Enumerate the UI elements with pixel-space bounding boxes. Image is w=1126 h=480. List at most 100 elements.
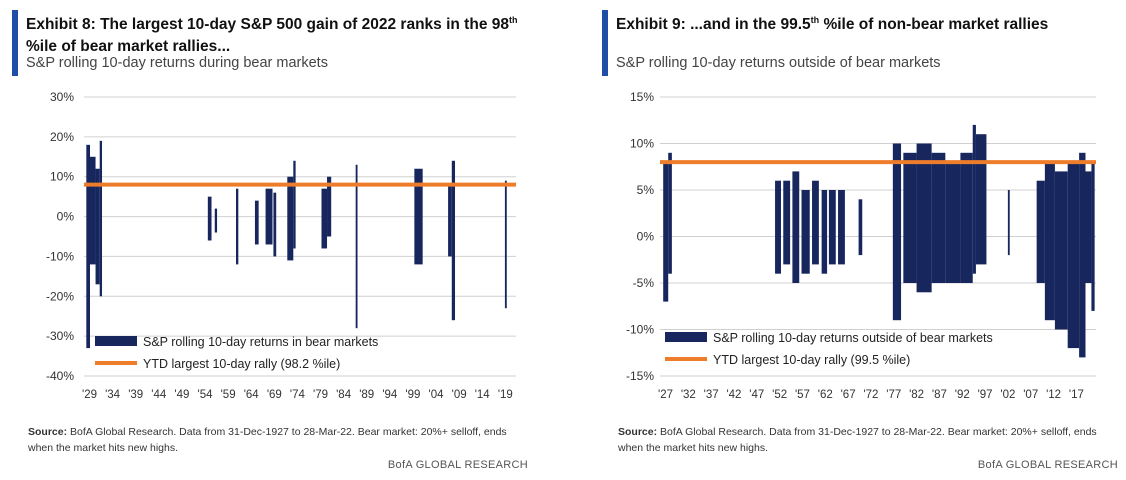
x-tick-label: '57 — [795, 389, 810, 401]
x-tick-label: '74 — [290, 389, 306, 401]
x-tick-label: '37 — [704, 389, 719, 401]
x-tick-label: '84 — [336, 389, 352, 401]
source-label: Source: — [28, 426, 68, 438]
x-tick-label: '12 — [1046, 389, 1061, 401]
y-tick-label: 0% — [57, 210, 75, 224]
x-tick-label: '92 — [955, 389, 970, 401]
y-tick-label: -5% — [633, 276, 655, 290]
return-bar — [775, 180, 781, 274]
title-tail: %ile of non-bear market rallies — [819, 16, 1049, 34]
x-tick-label: '87 — [932, 389, 947, 401]
return-bar — [1079, 152, 1086, 358]
y-tick-label: -10% — [46, 249, 74, 263]
y-tick-label: 15% — [630, 90, 654, 104]
source-text: BofA Global Research. Data from 31-Dec-1… — [618, 426, 1097, 454]
y-tick-label: -40% — [46, 369, 74, 383]
x-tick-label: '97 — [978, 389, 993, 401]
return-bar — [960, 152, 973, 283]
x-tick-label: '07 — [1023, 389, 1038, 401]
title-superscript: th — [508, 15, 518, 25]
x-tick-label: '27 — [658, 389, 673, 401]
exhibit-9-title: Exhibit 9: ...and in the 99.5th %ile of … — [616, 9, 1116, 36]
return-bar — [293, 160, 296, 249]
x-tick-label: '34 — [105, 389, 121, 401]
return-bar — [327, 176, 332, 237]
return-bar — [892, 143, 902, 321]
title-accent-bar — [12, 10, 18, 76]
x-tick-label: '54 — [198, 389, 214, 401]
x-tick-label: '42 — [726, 389, 741, 401]
title-main: Exhibit 8: The largest 10-day S&P 500 ga… — [26, 16, 509, 34]
return-bar — [828, 190, 836, 265]
exhibit-9-panel: Exhibit 9: ...and in the 99.5th %ile of … — [590, 0, 1126, 480]
return-bar — [838, 190, 845, 265]
return-bar — [975, 134, 987, 265]
return-bar — [801, 190, 810, 274]
source-label: Source: — [618, 426, 658, 438]
legend: S&P rolling 10-day returns outside of be… — [665, 331, 993, 367]
x-tick-label: '99 — [405, 389, 420, 401]
x-tick-label: '32 — [681, 389, 696, 401]
x-tick-label: '89 — [359, 389, 374, 401]
y-tick-label: -20% — [46, 289, 74, 303]
return-bar — [207, 196, 212, 241]
y-tick-label: 5% — [637, 183, 655, 197]
return-bar — [1007, 190, 1010, 256]
return-bar — [1091, 162, 1095, 311]
legend-swatch-line — [95, 361, 137, 365]
return-bar — [90, 156, 96, 265]
legend-label-line: YTD largest 10-day rally (98.2 %ile) — [143, 357, 340, 371]
return-bar — [945, 162, 961, 283]
return-bar — [931, 152, 946, 283]
legend-swatch-line — [665, 357, 707, 361]
return-bar — [86, 144, 91, 349]
legend-swatch-bars — [95, 336, 137, 346]
y-tick-label: -10% — [626, 323, 654, 337]
title-superscript: th — [810, 15, 820, 25]
x-tick-label: '49 — [174, 389, 189, 401]
return-bar — [858, 199, 863, 256]
y-tick-label: 10% — [630, 137, 654, 151]
title-main: Exhibit 9: ...and in the 99.5 — [616, 16, 811, 34]
return-bar — [287, 176, 294, 261]
x-tick-label: '69 — [267, 389, 282, 401]
exhibit-9-chart: 15% 10% 5% 0% -5% -10% -15% '27 '32 '37 '42 '47 '52 '… — [626, 90, 1096, 401]
x-tick-label: '82 — [909, 389, 924, 401]
return-bar — [321, 188, 328, 249]
return-bar — [903, 152, 917, 283]
return-bar — [916, 143, 932, 293]
x-tick-label: '67 — [841, 389, 856, 401]
exhibit-8-panel: Exhibit 8: The largest 10-day S&P 500 ga… — [0, 0, 540, 480]
return-bar — [236, 188, 239, 265]
return-bar — [1067, 162, 1080, 349]
return-bar — [504, 180, 507, 309]
return-bar — [1085, 171, 1092, 283]
x-tick-label: '62 — [818, 389, 833, 401]
x-tick-label: '19 — [498, 389, 513, 401]
return-bar — [448, 184, 452, 257]
return-bar — [355, 164, 358, 329]
return-bar — [414, 168, 423, 265]
exhibit-9-source: Source: BofA Global Research. Data from … — [618, 424, 1118, 456]
x-tick-label: '29 — [82, 389, 97, 401]
legend: S&P rolling 10-day returns in bear marke… — [95, 335, 378, 371]
y-tick-label: 0% — [637, 230, 655, 244]
return-bar — [783, 180, 791, 265]
return-bar — [1044, 162, 1055, 321]
return-bar — [668, 152, 672, 274]
legend-label-bars: S&P rolling 10-day returns in bear marke… — [143, 335, 378, 349]
legend-label-bars: S&P rolling 10-day returns outside of be… — [713, 331, 993, 345]
return-bar — [254, 200, 259, 245]
x-tick-label: '72 — [863, 389, 878, 401]
exhibit-8-subtitle: S&P rolling 10-day returns during bear m… — [26, 55, 328, 71]
y-tick-label: -15% — [626, 369, 654, 383]
x-tick-label: '09 — [452, 389, 467, 401]
return-bar — [99, 140, 103, 297]
return-bar — [214, 208, 218, 233]
x-tick-label: '47 — [749, 389, 764, 401]
return-bar — [265, 188, 273, 245]
title-tail: %ile of bear market rallies... — [26, 38, 231, 56]
x-tick-label: '59 — [221, 389, 236, 401]
x-tick-label: '02 — [1000, 389, 1015, 401]
x-tick-label: '17 — [1069, 389, 1084, 401]
